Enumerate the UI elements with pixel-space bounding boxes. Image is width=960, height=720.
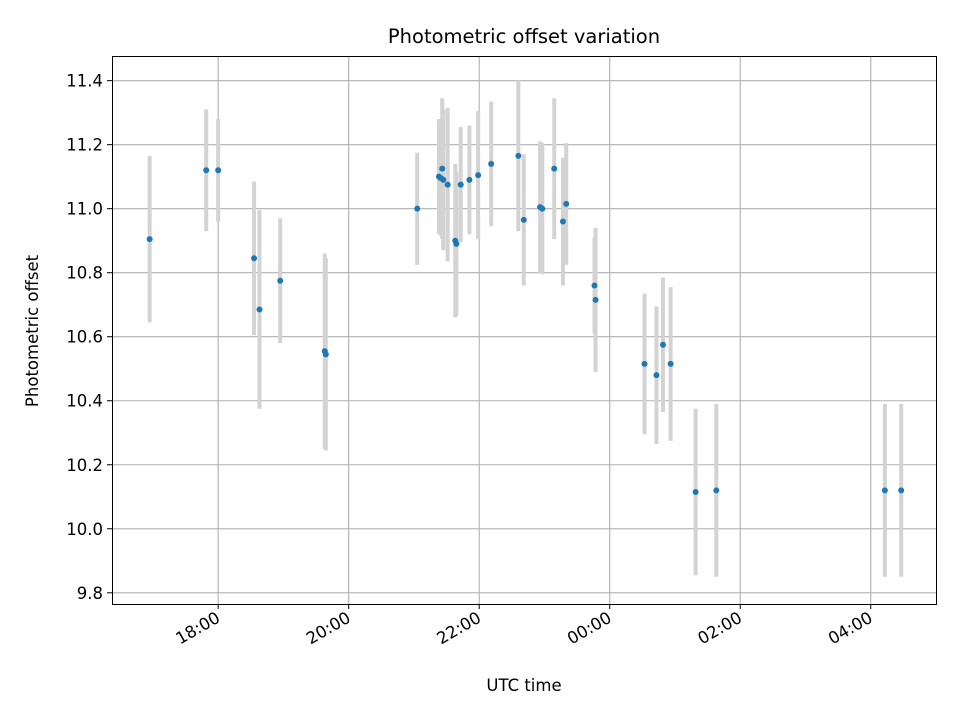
data-point [146, 236, 153, 243]
data-point [592, 296, 599, 303]
x-axis-label: UTC time [486, 676, 561, 695]
data-point [453, 240, 460, 247]
plot-area-frame [112, 56, 937, 605]
grid [112, 56, 936, 604]
data-point [641, 360, 648, 367]
x-tick-label: 18:00 [172, 608, 223, 648]
y-axis-label: Photometric offset [23, 254, 42, 407]
data-point [898, 487, 905, 494]
x-tick-label: 04:00 [825, 608, 876, 648]
y-axis: 9.8 10.0 10.2 10.4 10.6 10.8 11.0 11.2 11.4 [66, 72, 112, 603]
data-point [256, 306, 263, 313]
data-point [439, 165, 446, 172]
data-point [692, 488, 699, 495]
x-tick-label: 20:00 [303, 608, 354, 648]
x-tick-label: 22:00 [434, 608, 485, 648]
data-point [515, 152, 522, 159]
x-tick-label: 02:00 [695, 608, 746, 648]
data-point [881, 487, 888, 494]
y-tick-label: 10.2 [66, 456, 103, 475]
x-axis: 18:00 20:00 22:00 00:00 02:00 04:00 [172, 604, 876, 648]
y-tick-label: 11.2 [66, 136, 103, 155]
y-tick-label: 10.0 [66, 520, 103, 539]
data-point [551, 165, 558, 172]
data-point [457, 181, 464, 188]
y-tick-label: 10.6 [66, 328, 103, 347]
data-point [563, 200, 570, 207]
data-point [653, 372, 660, 379]
data-points [146, 152, 905, 495]
data-point [520, 216, 527, 223]
error-bars [147, 80, 904, 577]
data-point [251, 255, 258, 262]
data-point [591, 282, 598, 289]
y-tick-label: 11.0 [66, 200, 103, 219]
data-point [559, 218, 566, 225]
x-tick-label: 00:00 [564, 608, 615, 648]
y-tick-label: 9.8 [77, 584, 103, 603]
y-tick-label: 10.4 [66, 392, 103, 411]
data-point [466, 176, 473, 183]
y-tick-label: 10.8 [66, 264, 103, 283]
data-point [713, 487, 720, 494]
data-point [440, 176, 447, 183]
data-point [475, 172, 482, 179]
data-point [203, 167, 210, 174]
y-tick-label: 11.4 [66, 72, 103, 91]
chart-title: Photometric offset variation [388, 25, 660, 48]
data-point [322, 351, 329, 358]
data-point [660, 341, 667, 348]
data-point [215, 167, 222, 174]
data-point [444, 181, 451, 188]
data-point [539, 205, 546, 212]
data-point [488, 160, 495, 167]
data-point [277, 277, 284, 284]
data-point [414, 205, 421, 212]
data-point [667, 360, 674, 367]
